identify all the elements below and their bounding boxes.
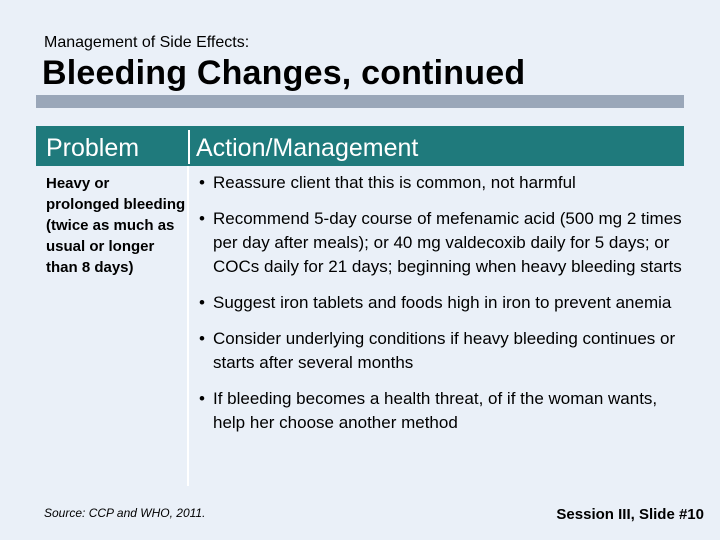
action-list: • Reassure client that this is common, no…: [198, 171, 688, 447]
header-problem: Problem: [46, 134, 140, 162]
slide-supertitle: Management of Side Effects:: [44, 34, 250, 51]
bullet-icon: •: [199, 173, 205, 192]
action-text: Consider underlying conditions if heavy …: [213, 329, 676, 372]
bullet-icon: •: [199, 389, 205, 408]
source-citation: Source: CCP and WHO, 2011.: [44, 506, 206, 520]
action-text: Suggest iron tablets and foods high in i…: [213, 293, 672, 312]
table-header-row: Problem Action/Management: [36, 126, 684, 166]
action-text: If bleeding becomes a health threat, of …: [213, 389, 658, 432]
bullet-icon: •: [199, 209, 205, 228]
slide-number: Session III, Slide #10: [556, 506, 704, 523]
title-underline-bar: [36, 95, 684, 108]
header-column-divider: [188, 130, 190, 164]
action-item: • Recommend 5-day course of mefenamic aci…: [198, 207, 688, 279]
action-item: • Reassure client that this is common, no…: [198, 171, 688, 195]
action-item: • Suggest iron tablets and foods high in …: [198, 291, 688, 315]
action-text: Recommend 5-day course of mefenamic acid…: [213, 209, 682, 276]
action-item: • If bleeding becomes a health threat, of…: [198, 387, 688, 435]
bullet-icon: •: [199, 329, 205, 348]
column-divider: [187, 166, 189, 486]
problem-cell: Heavy or prolonged bleeding (twice as mu…: [46, 175, 186, 276]
action-text: Reassure client that this is common, not…: [213, 173, 576, 192]
action-item: • Consider underlying conditions if heavy…: [198, 327, 688, 375]
bullet-icon: •: [199, 293, 205, 312]
slide-title: Bleeding Changes, continued: [42, 54, 526, 92]
header-action-management: Action/Management: [196, 134, 419, 162]
